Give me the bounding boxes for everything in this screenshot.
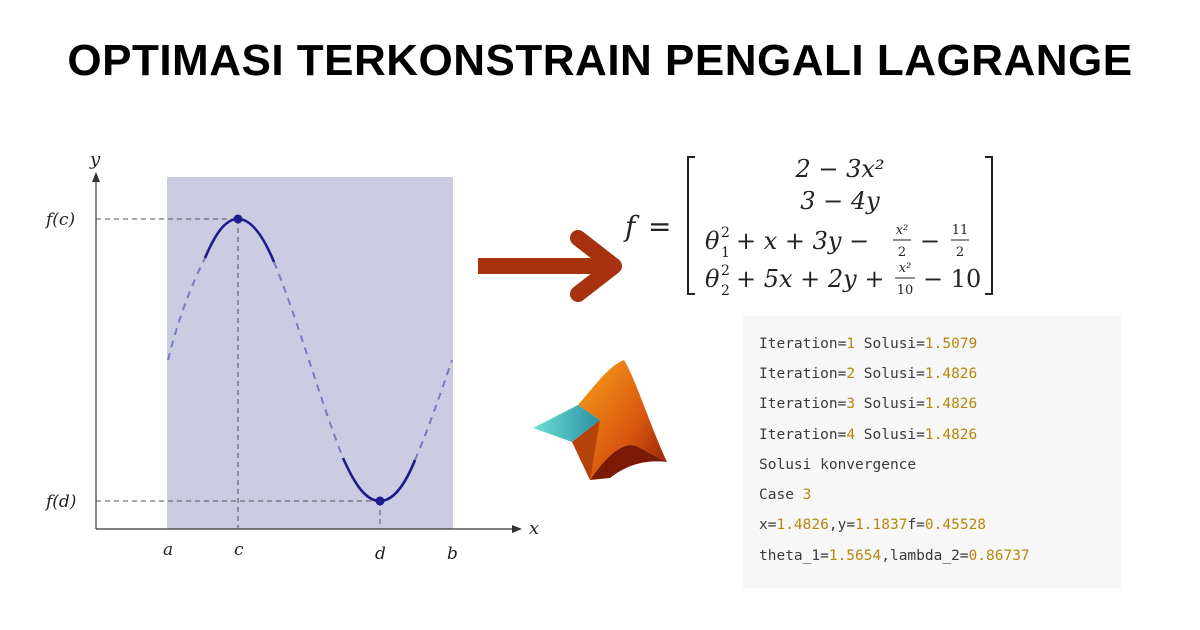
curve-dashed-middle — [273, 261, 344, 459]
d-label: d — [375, 544, 386, 564]
svg-text:11: 11 — [952, 223, 969, 238]
svg-text:+ x + 3y −: + x + 3y − — [736, 227, 869, 255]
page-title: OPTIMASI TERKONSTRAIN PENGALI LAGRANGE — [67, 36, 1133, 85]
svg-text:θ: θ — [705, 265, 720, 293]
svg-text:− 10: − 10 — [923, 265, 981, 293]
svg-text:−: − — [920, 227, 940, 255]
formula-lhs: f — [623, 210, 640, 243]
min-point — [375, 496, 385, 506]
x-axis-arrow-icon — [512, 525, 522, 533]
svg-text:θ: θ — [705, 227, 720, 255]
fc-label: f(c) — [44, 210, 75, 230]
interval-shade — [167, 177, 453, 529]
c-label: c — [234, 540, 244, 560]
iteration-line-1: Iteration=1 Solusi=1.5079 — [759, 336, 978, 352]
max-point — [233, 214, 243, 224]
formula-row-2: 3 − 4y — [800, 187, 880, 215]
a-label: a — [163, 540, 173, 560]
convergence-line: Solusi konvergence — [759, 457, 917, 473]
svg-text:2: 2 — [898, 245, 906, 260]
iteration-line-2: Iteration=2 Solusi=1.4826 — [759, 366, 978, 382]
y-axis-label: y — [89, 149, 101, 170]
formula-row-3: θ 2 1 + x + 3y − x² 2 − 11 2 — [705, 223, 969, 261]
fd-label: f(d) — [44, 492, 76, 512]
theta-lambda-line: theta_1=1.5654,lambda_2=0.86737 — [759, 548, 1030, 564]
formula-row-1: 2 − 3x² — [794, 155, 884, 183]
function-graph: x y f(c) f(d) a c d b — [44, 149, 539, 564]
formula-row-4: θ 2 2 + 5x + 2y + x² 10 − 10 — [705, 261, 981, 299]
case-line: Case 3 — [759, 487, 812, 503]
svg-text:2: 2 — [956, 245, 964, 260]
iteration-line-4: Iteration=4 Solusi=1.4826 — [759, 427, 978, 443]
svg-text:1: 1 — [721, 245, 730, 261]
iteration-line-3: Iteration=3 Solusi=1.4826 — [759, 396, 978, 412]
svg-text:2: 2 — [721, 283, 730, 299]
left-bracket — [687, 156, 695, 295]
formula-equals: = — [648, 210, 671, 243]
svg-text:2: 2 — [721, 263, 730, 279]
matlab-logo — [533, 360, 667, 480]
curve-dashed-right — [414, 359, 453, 461]
right-bracket — [985, 156, 993, 295]
x-axis-label: x — [529, 518, 539, 539]
curve-dashed-left — [167, 257, 206, 361]
console-output: Iteration=1 Solusi=1.5079 Iteration=2 So… — [743, 316, 1121, 588]
svg-text:+ 5x + 2y +: + 5x + 2y + — [736, 265, 884, 293]
right-arrow-icon — [478, 230, 622, 302]
svg-text:2: 2 — [721, 225, 730, 241]
y-axis-arrow-icon — [92, 172, 100, 182]
svg-text:x²: x² — [899, 261, 912, 276]
svg-text:x²: x² — [896, 223, 909, 238]
svg-text:10: 10 — [897, 283, 914, 298]
formula-matrix: f = 2 − 3x² 3 − 4y θ 2 1 + x + 3y − x² 2… — [623, 155, 993, 299]
xyf-line: x=1.4826,y=1.1837f=0.45528 — [759, 517, 987, 533]
b-label: b — [447, 544, 458, 564]
